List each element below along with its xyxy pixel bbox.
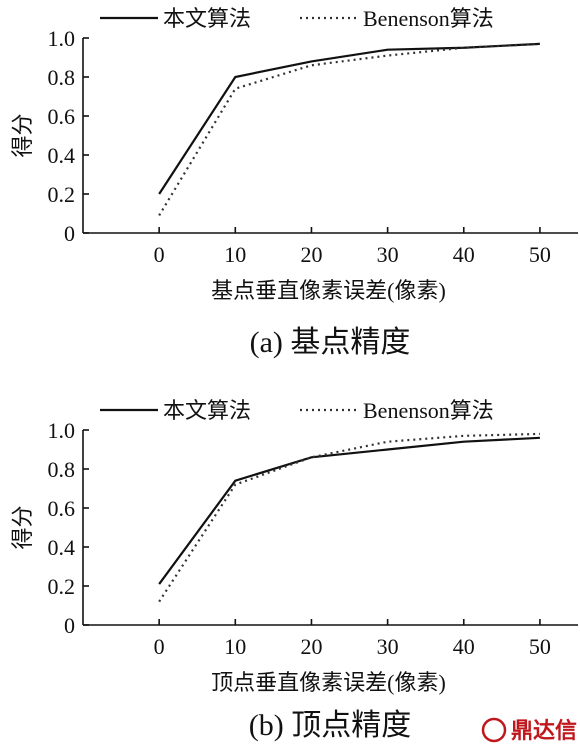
y-tick-label: 1.0: [48, 26, 76, 51]
series-line-proposed: [158, 42, 540, 195]
chart-caption: (b) 顶点精度: [249, 709, 411, 742]
x-tick-label: 50: [529, 242, 551, 267]
watermark-text: 鼎达信: [511, 718, 577, 744]
x-axis-label: 顶点垂直像素误差(像素): [211, 670, 446, 695]
x-tick-label: 20: [300, 634, 322, 659]
y-tick-label: 0: [64, 221, 75, 246]
watermark-icon: [481, 717, 507, 743]
legend-label: Benenson算法: [363, 398, 494, 423]
y-tick-label: 0: [64, 613, 75, 638]
y-tick-label: 0.4: [48, 143, 76, 168]
y-tick-label: 0.2: [48, 182, 76, 207]
x-tick-label: 10: [224, 242, 246, 267]
legend-label: 本文算法: [163, 6, 251, 31]
legend-label: 本文算法: [163, 398, 251, 423]
y-tick-label: 0.2: [48, 574, 76, 599]
y-axis-label: 得分: [10, 505, 35, 549]
y-axis-label: 得分: [10, 113, 35, 157]
x-tick-label: 30: [377, 242, 399, 267]
y-tick-label: 1.0: [48, 418, 76, 443]
chart-caption: (a) 基点精度: [250, 326, 411, 359]
x-tick-label: 40: [453, 242, 475, 267]
series-line-benenson: [158, 432, 540, 603]
y-tick-label: 0.6: [48, 496, 76, 521]
x-tick-label: 40: [453, 634, 475, 659]
watermark-logo: 鼎达信: [481, 717, 577, 744]
y-tick-label: 0.4: [48, 535, 76, 560]
series-line-proposed: [158, 436, 540, 585]
chart-panel-a: 0 0.2 0.4 0.6 0.8 1.0 0 10 20 30 40 50 基点垂直像素误差(像素) 得…: [10, 6, 578, 359]
x-tick-label: 0: [154, 634, 165, 659]
x-axis-label: 基点垂直像素误差(像素): [211, 278, 446, 303]
chart-panel-b: 0 0.2 0.4 0.6 0.8 1.0 0 10 20 30 40 50 顶点垂直像素误差(像素) 得…: [10, 398, 578, 742]
y-tick-label: 0.6: [48, 104, 76, 129]
series-line-benenson: [158, 42, 540, 217]
x-tick-label: 10: [224, 634, 246, 659]
y-tick-label: 0.8: [48, 65, 76, 90]
y-tick-label: 0.8: [48, 457, 76, 482]
x-tick-label: 50: [529, 634, 551, 659]
x-tick-label: 0: [154, 242, 165, 267]
legend-label: Benenson算法: [363, 6, 494, 31]
x-tick-label: 20: [300, 242, 322, 267]
x-tick-label: 30: [377, 634, 399, 659]
